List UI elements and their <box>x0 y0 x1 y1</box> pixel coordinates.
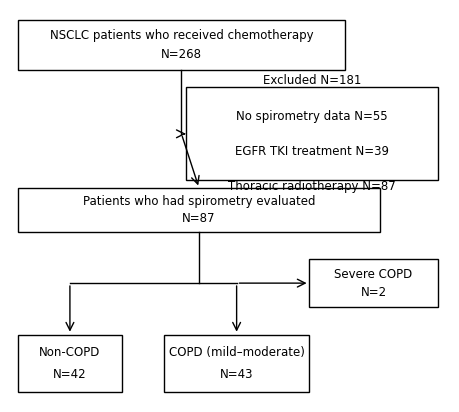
Bar <box>309 260 437 307</box>
Text: Non-COPD: Non-COPD <box>39 346 101 359</box>
Bar <box>185 87 437 180</box>
Text: EGFR TKI treatment N=39: EGFR TKI treatment N=39 <box>234 145 388 158</box>
Text: NSCLC patients who received chemotherapy: NSCLC patients who received chemotherapy <box>50 29 313 42</box>
Bar <box>163 335 309 392</box>
Text: N=2: N=2 <box>360 286 386 299</box>
Text: N=268: N=268 <box>161 48 202 61</box>
Text: N=42: N=42 <box>53 368 87 381</box>
Text: Thoracic radiotherapy N=87: Thoracic radiotherapy N=87 <box>227 180 395 193</box>
Text: N=43: N=43 <box>219 368 253 381</box>
Bar <box>18 20 344 70</box>
Text: N=87: N=87 <box>182 212 215 225</box>
Text: COPD (mild–moderate): COPD (mild–moderate) <box>168 346 304 359</box>
Text: Excluded N=181: Excluded N=181 <box>262 74 360 87</box>
Text: Patients who had spirometry evaluated: Patients who had spirometry evaluated <box>83 195 315 208</box>
Text: Severe COPD: Severe COPD <box>334 268 412 281</box>
Bar <box>18 335 122 392</box>
Bar <box>18 188 379 232</box>
Text: No spirometry data N=55: No spirometry data N=55 <box>235 110 386 123</box>
